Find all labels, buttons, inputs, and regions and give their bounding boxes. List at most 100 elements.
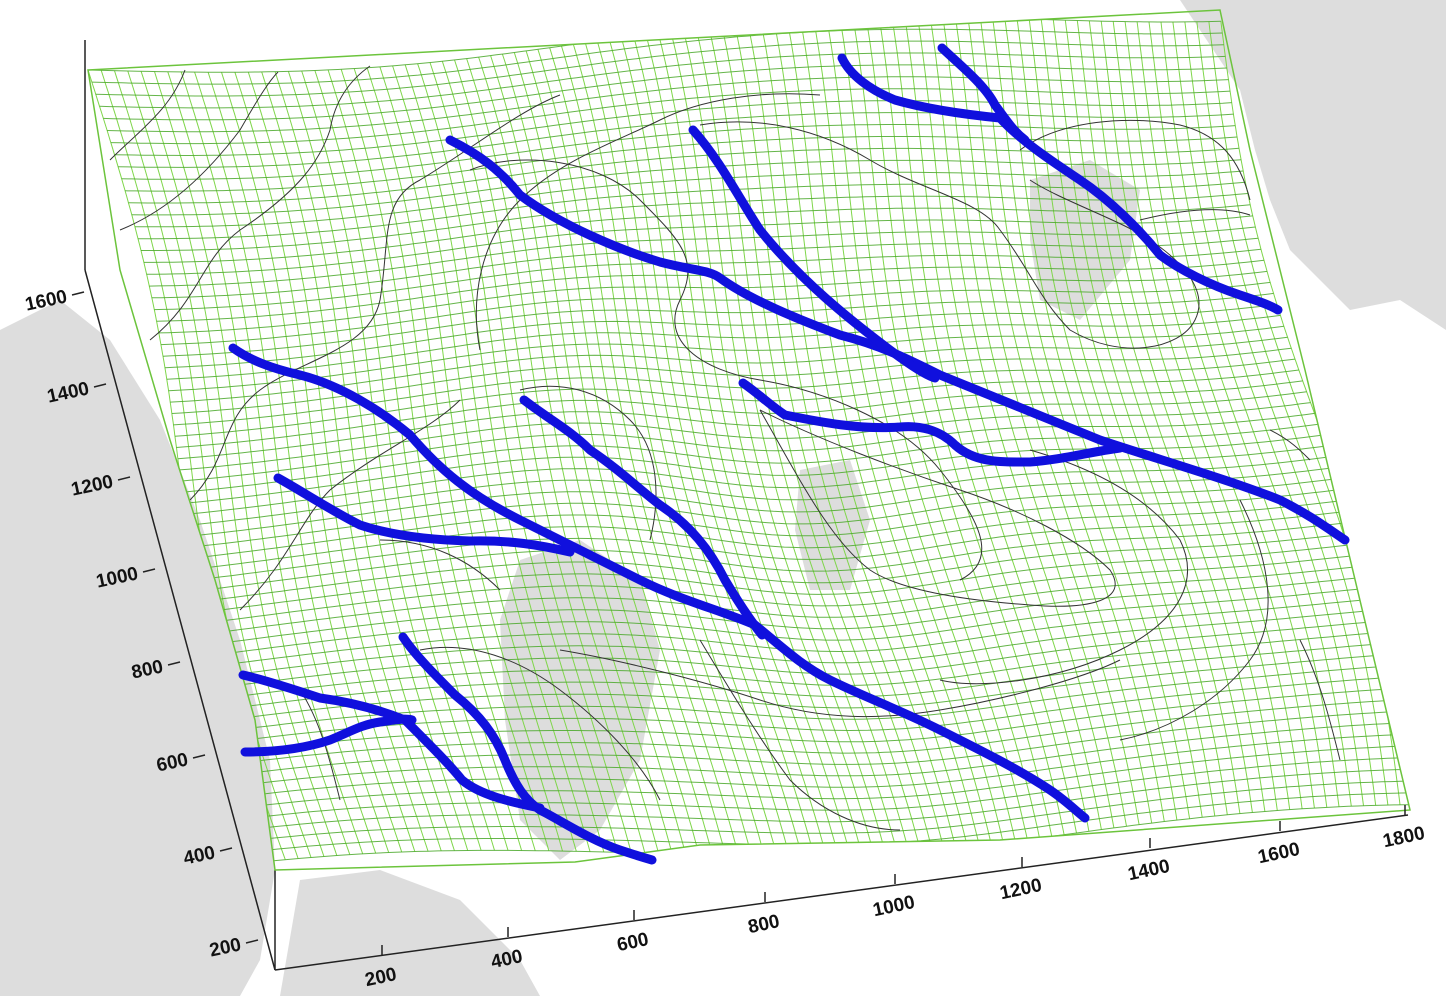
y-tick-mark xyxy=(117,476,131,481)
y-tick-mark xyxy=(167,661,181,666)
contour-line xyxy=(419,646,661,801)
y-tick-mark xyxy=(142,568,156,573)
mesh-line-v xyxy=(225,654,1389,721)
mesh-line-v xyxy=(180,412,1315,482)
mesh-line-v xyxy=(179,402,1311,471)
mesh-line-v xyxy=(222,642,1387,710)
mesh-line-v xyxy=(156,259,1265,322)
contour-line xyxy=(379,539,501,591)
mesh-line-v xyxy=(160,281,1271,346)
mesh-line-v xyxy=(177,391,1307,460)
mesh-line-v xyxy=(176,380,1303,448)
contour-line xyxy=(1119,499,1269,741)
mesh-line-v xyxy=(199,543,1360,614)
y-tick-mark xyxy=(192,754,206,759)
mesh-line-v xyxy=(219,631,1384,700)
mesh-line-v xyxy=(91,28,1223,85)
y-tick-mark xyxy=(71,291,85,296)
mesh-line-v xyxy=(118,112,1234,168)
mesh-line-v xyxy=(103,64,1227,121)
mesh-line-v xyxy=(194,510,1350,581)
mesh-line-v xyxy=(204,565,1367,635)
contour-line xyxy=(1019,119,1251,201)
fault-trace xyxy=(445,135,1350,545)
contour-line xyxy=(475,93,821,351)
mesh-line-v xyxy=(216,620,1382,689)
contour-line xyxy=(109,69,186,161)
contour-line xyxy=(149,65,371,341)
fault-trace xyxy=(228,343,1090,823)
fault-trace xyxy=(837,53,1283,315)
mesh-line-v xyxy=(253,745,1405,807)
mesh-line-v xyxy=(166,314,1281,380)
mesh-line-v xyxy=(189,478,1339,548)
mesh-line-v xyxy=(149,226,1256,287)
mesh-line-v xyxy=(107,76,1229,133)
mesh-line-u xyxy=(1028,19,1216,817)
mesh-line-v xyxy=(196,521,1353,592)
axis-frame xyxy=(84,40,1409,971)
mesh-line-u xyxy=(1076,20,1266,812)
x-tick-label: 600 xyxy=(615,929,650,956)
x-axis-line xyxy=(274,814,1409,971)
x-tick-label: 1200 xyxy=(998,875,1044,904)
contour-line xyxy=(699,639,901,831)
mesh-line-v xyxy=(186,456,1331,526)
mesh-line-v xyxy=(231,676,1394,743)
fault-trace xyxy=(273,473,575,557)
mesh-line-v xyxy=(99,52,1226,109)
deformed-mesh xyxy=(88,16,1410,862)
land-mass xyxy=(280,870,540,996)
contour-line xyxy=(1299,639,1341,761)
contour-line xyxy=(469,159,983,581)
y-axis-line xyxy=(84,269,276,971)
mesh-line-v xyxy=(134,170,1244,228)
y-tick-mark xyxy=(245,939,259,944)
mesh-line-v xyxy=(143,204,1251,263)
mesh-line-v xyxy=(151,237,1259,299)
x-tick-label: 1400 xyxy=(1126,856,1172,885)
fault-trace xyxy=(688,125,940,383)
mesh-line-v xyxy=(95,40,1224,97)
mesh-line-v xyxy=(125,136,1238,192)
contour-line xyxy=(1139,209,1251,221)
mesh-line-v xyxy=(256,757,1407,818)
mesh-line-v xyxy=(249,734,1403,797)
mesh-line-v xyxy=(184,445,1327,515)
mesh-line-v xyxy=(168,325,1284,392)
mesh-line-v xyxy=(206,576,1370,646)
fault-trace xyxy=(519,395,767,640)
contour-line xyxy=(239,399,461,611)
mesh-line-v xyxy=(158,270,1268,334)
mesh-line-u xyxy=(800,20,992,845)
fault-trace xyxy=(398,632,657,865)
mesh-line-v xyxy=(235,688,1396,753)
mesh-line-v xyxy=(170,336,1288,403)
contour-lines xyxy=(109,65,1341,831)
mesh-line-v xyxy=(146,215,1253,275)
fault-trace xyxy=(240,714,417,757)
mesh-line-v xyxy=(198,532,1357,603)
contour-line xyxy=(559,649,1121,718)
y-tick-mark xyxy=(93,383,107,388)
mesh-line-v xyxy=(138,181,1246,240)
mesh-line-v xyxy=(174,369,1299,437)
contour-line xyxy=(1269,429,1311,461)
mesh-line-v xyxy=(121,124,1236,180)
x-tick-label: 1800 xyxy=(1381,823,1427,852)
mesh-line-v xyxy=(264,780,1410,840)
mesh-line-v xyxy=(228,665,1392,732)
fault-trace xyxy=(738,378,1125,467)
mesh-line-v xyxy=(164,303,1277,369)
mesh-line-v xyxy=(128,147,1240,204)
mesh-line-v xyxy=(202,554,1364,624)
x-tick-label: 1600 xyxy=(1256,839,1302,868)
mesh-line-v xyxy=(245,722,1402,786)
y-tick-mark xyxy=(219,847,233,852)
contour-line xyxy=(119,71,279,231)
land-mass xyxy=(1180,0,1446,330)
mesh-line-v xyxy=(192,499,1346,570)
